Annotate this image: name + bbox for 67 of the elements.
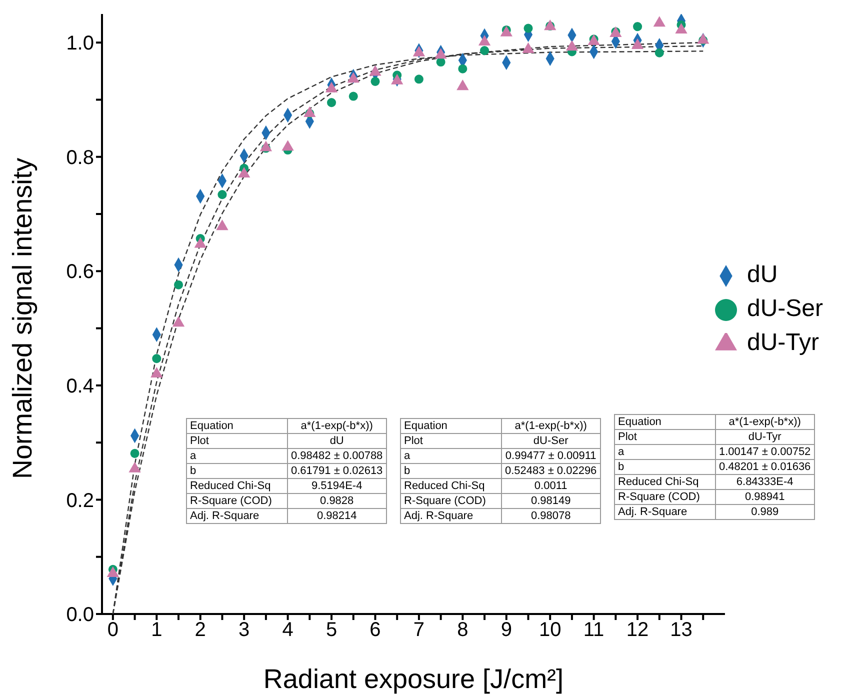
x-tick-label: 0 [107, 619, 118, 642]
x-tick-label: 6 [370, 619, 381, 642]
y-tick-label: 0.2 [66, 490, 94, 512]
annotation: 0.98078 [502, 508, 600, 524]
annotation: b [614, 460, 716, 474]
x-tick-label: 2 [194, 619, 206, 642]
x-tick-label: 11 [583, 619, 604, 642]
annotation: 0.98214 [288, 508, 386, 524]
text: 0.989 [716, 504, 814, 520]
annotation: 0.52483 ± 0.02296 [502, 464, 600, 478]
annotation: R-Square (COD) [614, 490, 716, 504]
annotation: a*(1-exp(-b*x)) [502, 418, 600, 434]
annotation: a [400, 448, 502, 464]
legend-label: dU-Tyr [746, 329, 819, 356]
y-tick-label: 0.0 [66, 604, 94, 626]
annotation: dU [288, 434, 386, 448]
annotation: 0.98149 [502, 494, 600, 508]
y-tick-label: 1.0 [66, 32, 94, 55]
annotation: Adj. R-Square [400, 508, 502, 524]
annotation: Adj. R-Square [614, 504, 716, 520]
annotation: Equation [186, 418, 288, 434]
annotation: Plot [614, 430, 716, 444]
annotation: Reduced Chi-Sq [614, 474, 716, 490]
x-tick-label: 10 [538, 619, 562, 642]
annotation: Plot [186, 434, 288, 448]
x-tick-label: 1 [151, 619, 162, 642]
text: 6.84333E-4 [716, 474, 814, 490]
annotation: a [186, 448, 288, 464]
y-tick-label: 0.4 [66, 376, 94, 398]
annotation: 0.48201 ± 0.01636 [716, 460, 814, 474]
annotation: 0.9828 [288, 494, 386, 508]
x-tick-label: 5 [326, 619, 338, 642]
annotation: b [186, 464, 288, 478]
x-tick-label: 12 [626, 619, 649, 642]
annotation: 0.98482 ± 0.00788 [288, 448, 386, 464]
y-axis-title: Normalized signal intensity [8, 157, 38, 479]
text: dU-Tyr [716, 430, 814, 444]
annotation: 0.0011 [502, 478, 600, 494]
annotation: a*(1-exp(-b*x)) [288, 418, 386, 434]
text: 0.98941 [716, 490, 814, 504]
annotation: Equation [614, 414, 716, 430]
annotation: Adj. R-Square [186, 508, 288, 524]
text: a*(1-exp(-b*x)) [716, 414, 814, 430]
legend-label: dU [746, 261, 778, 288]
annotation: 1.00147 ± 0.00752 [716, 444, 814, 460]
annotation: b [400, 464, 502, 478]
x-tick-label: 13 [670, 619, 692, 642]
annotation: R-Square (COD) [400, 494, 502, 508]
legend-label: dU-Ser [746, 295, 823, 322]
y-tick-label: 0.8 [66, 146, 94, 169]
annotation: Plot [400, 434, 502, 448]
x-tick-label: 9 [500, 619, 512, 642]
annotation: 0.61791 ± 0.02613 [288, 464, 386, 478]
x-tick-label: 7 [413, 619, 425, 642]
annotation: R-Square (COD) [186, 494, 288, 508]
x-axis-title: Radiant exposure [J/cm²] [263, 664, 564, 694]
x-tick-label: 4 [282, 619, 294, 642]
y-tick-label: 0.6 [66, 261, 94, 284]
annotation: Reduced Chi-Sq [400, 478, 502, 494]
annotation: 0.99477 ± 0.00911 [502, 448, 600, 464]
annotation: Reduced Chi-Sq [186, 478, 288, 494]
annotation: Equation [400, 418, 502, 434]
x-tick-label: 8 [457, 619, 468, 642]
x-tick-label: 3 [238, 619, 250, 642]
annotation: dU-Ser [502, 434, 600, 448]
annotation: a [614, 444, 716, 460]
annotation: 9.5194E-4 [288, 478, 386, 494]
